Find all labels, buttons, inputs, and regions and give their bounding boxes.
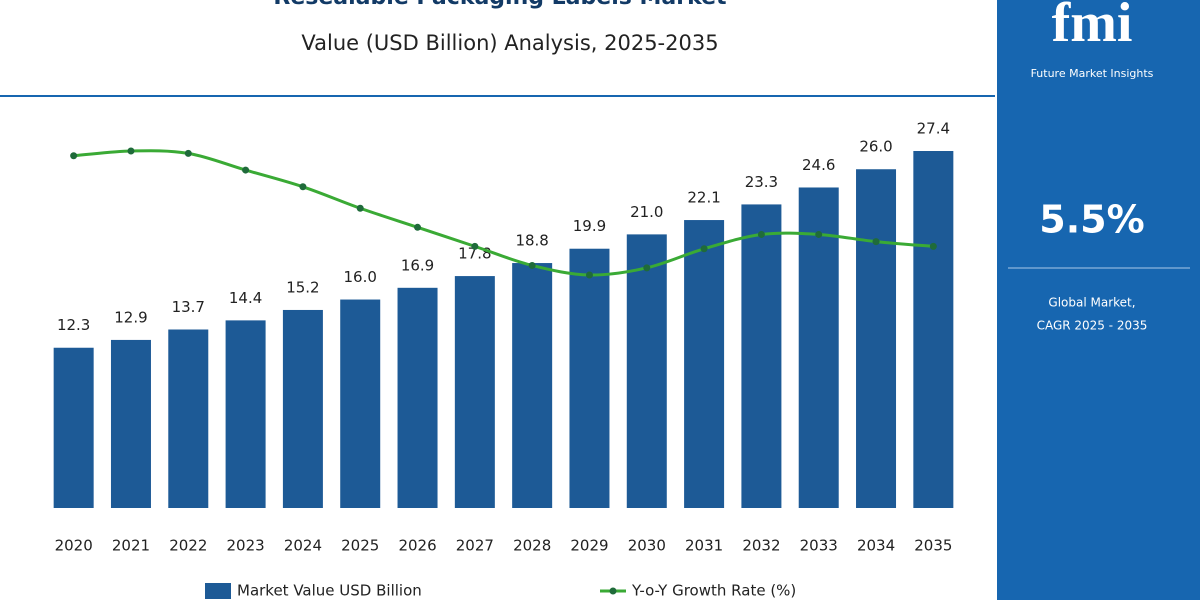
- growth-point: [643, 264, 651, 272]
- legend-swatch: [205, 583, 231, 599]
- logo: fmi: [1052, 0, 1133, 54]
- growth-point: [471, 242, 479, 250]
- data-label: 12.9: [114, 308, 147, 326]
- bar: [913, 151, 954, 508]
- growth-point: [70, 152, 78, 160]
- x-tick-label: 2030: [628, 537, 666, 555]
- bar: [397, 287, 438, 508]
- data-label: 16.0: [344, 268, 377, 286]
- x-tick-label: 2034: [857, 537, 895, 555]
- bar: [512, 263, 553, 508]
- growth-point: [127, 147, 135, 155]
- x-tick-label: 2033: [800, 537, 838, 555]
- growth-point: [414, 223, 422, 231]
- growth-point: [528, 261, 536, 269]
- bar: [626, 234, 667, 509]
- growth-line: [73, 149, 934, 277]
- chart-title: Resealable Packaging Labels Market: [273, 0, 727, 10]
- bar: [569, 248, 610, 508]
- x-tick-label: 2028: [513, 537, 551, 555]
- x-tick-label: 2031: [685, 537, 723, 555]
- x-tick-label: 2035: [914, 537, 952, 555]
- bar: [110, 339, 151, 508]
- growth-point: [299, 183, 307, 191]
- legend-swatch: [609, 587, 617, 595]
- growth-point: [700, 245, 708, 253]
- growth-point: [757, 230, 765, 238]
- bar: [454, 276, 495, 508]
- bar: [53, 347, 94, 508]
- data-label: 23.3: [745, 173, 778, 191]
- growth-point: [815, 230, 823, 238]
- bar: [741, 204, 782, 508]
- data-label: 12.3: [57, 316, 90, 334]
- bar: [798, 187, 839, 508]
- side-panel: [997, 0, 1200, 600]
- x-tick-label: 2020: [55, 537, 93, 555]
- company-name: Future Market Insights: [1031, 67, 1154, 80]
- cagr-value: 5.5%: [1039, 198, 1144, 242]
- data-label: 19.9: [573, 217, 606, 235]
- cagr-caption: CAGR 2025 - 2035: [1037, 319, 1148, 333]
- growth-point: [242, 166, 250, 174]
- growth-point: [356, 204, 364, 212]
- x-tick-label: 2027: [456, 537, 494, 555]
- growth-point: [872, 238, 880, 246]
- data-label: 16.9: [401, 256, 434, 274]
- data-label: 24.6: [802, 156, 835, 174]
- x-tick-label: 2024: [284, 537, 322, 555]
- x-tick-label: 2023: [227, 537, 265, 555]
- bar: [282, 309, 323, 508]
- bar: [684, 220, 725, 508]
- x-tick-label: 2026: [398, 537, 436, 555]
- data-label: 15.2: [286, 278, 319, 296]
- chart-subtitle: Value (USD Billion) Analysis, 2025-2035: [301, 31, 718, 55]
- data-label: 14.4: [229, 289, 262, 307]
- legend-label: Market Value USD Billion: [237, 582, 422, 600]
- x-tick-label: 2021: [112, 537, 150, 555]
- data-label: 21.0: [630, 203, 663, 221]
- growth-point: [184, 149, 192, 157]
- data-label: 18.8: [515, 232, 548, 250]
- x-tick-label: 2029: [570, 537, 608, 555]
- bar: [168, 329, 209, 508]
- x-tick-label: 2032: [742, 537, 780, 555]
- data-label: 22.1: [687, 189, 720, 207]
- growth-point: [585, 271, 593, 279]
- growth-point: [929, 242, 937, 250]
- x-tick-label: 2025: [341, 537, 379, 555]
- x-tick-label: 2022: [169, 537, 207, 555]
- cagr-caption: Global Market,: [1048, 296, 1135, 310]
- data-label: 26.0: [859, 138, 892, 156]
- bar: [856, 169, 897, 508]
- bar: [225, 320, 266, 508]
- bar: [340, 299, 381, 508]
- data-label: 13.7: [172, 298, 205, 316]
- legend-label: Y-o-Y Growth Rate (%): [631, 582, 796, 600]
- data-label: 27.4: [917, 120, 950, 138]
